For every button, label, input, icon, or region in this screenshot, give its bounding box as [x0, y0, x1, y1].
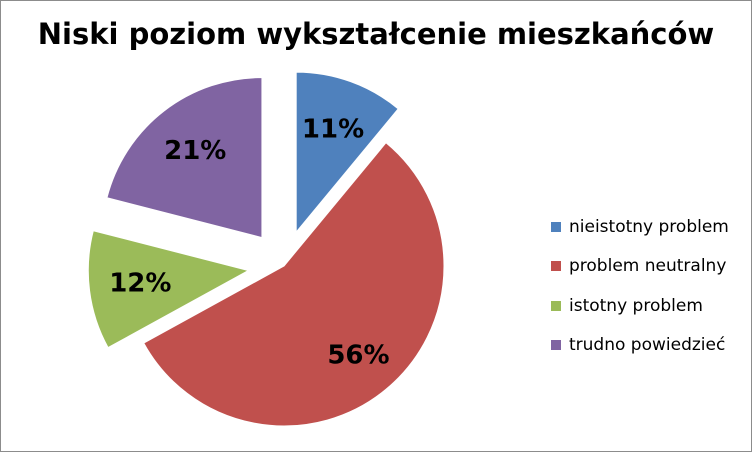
legend-label: istotny problem [569, 295, 703, 316]
data-label-1: 56% [327, 340, 389, 370]
pie-slice-1 [143, 142, 445, 427]
pie-slice-0 [295, 71, 399, 234]
legend-item-problem-neutralny: problem neutralny [551, 247, 746, 287]
legend-item-trudno-powiedziec: trudno powiedzieć [551, 326, 746, 366]
data-label-0: 11% [302, 114, 364, 144]
legend-swatch [551, 221, 561, 232]
legend-item-nieistotny-problem: nieistotny problem [551, 207, 746, 247]
pie-slice-3 [106, 77, 263, 239]
legend: nieistotny problem problem neutralny ist… [551, 207, 746, 365]
data-label-2: 12% [109, 269, 171, 299]
legend-swatch [551, 340, 561, 351]
pie-slice-2 [87, 230, 250, 349]
legend-swatch [551, 261, 561, 272]
legend-label: trudno powiedzieć [569, 335, 726, 356]
legend-item-istotny-problem: istotny problem [551, 286, 746, 326]
legend-swatch [551, 300, 561, 311]
legend-label: problem neutralny [569, 256, 727, 277]
data-label-3: 21% [164, 136, 226, 166]
chart-title: Niski poziom wykształcenie mieszkańców [37, 17, 715, 51]
legend-label: nieistotny problem [569, 216, 729, 237]
